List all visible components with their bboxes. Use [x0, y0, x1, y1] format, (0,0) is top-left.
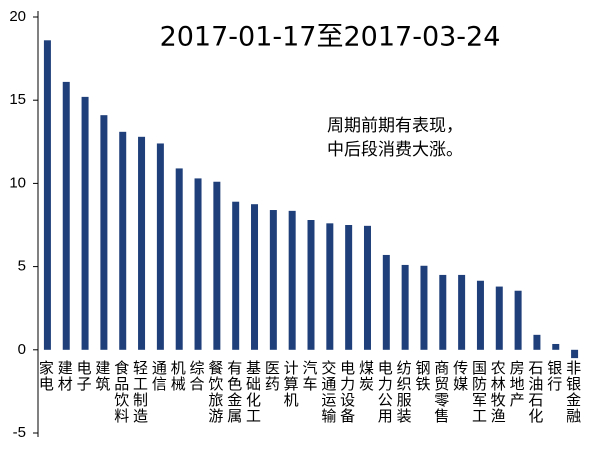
x-tick-label: 电力公用: [376, 360, 394, 424]
bar: [43, 40, 51, 350]
bar: [156, 143, 164, 350]
bar: [552, 343, 560, 350]
x-tick-label: 建筑: [93, 360, 111, 392]
x-tick-label: 建材: [56, 360, 74, 392]
bar: [232, 201, 240, 350]
x-tick-label: 农林牧渔: [489, 360, 507, 424]
bar: [138, 136, 146, 350]
y-tick-label: 0: [18, 341, 26, 358]
y-tick-label: 20: [9, 8, 26, 25]
x-tick-label: 基础化工: [244, 360, 262, 424]
y-tick-label: 5: [18, 258, 26, 275]
x-tick-label: 国防军工: [470, 360, 488, 424]
bar: [514, 290, 522, 350]
x-tick-label: 电子: [75, 360, 93, 392]
bar: [533, 334, 541, 350]
x-tick-label: 商贸零售: [432, 360, 450, 424]
y-tick-label: 10: [9, 174, 26, 191]
bar: [194, 178, 202, 350]
bar: [288, 210, 296, 350]
bar: [382, 254, 390, 350]
x-tick-label: 综合: [188, 360, 206, 392]
annotation: 周期前期有表现，: [327, 116, 463, 136]
bar: [495, 286, 503, 350]
bar: [345, 225, 353, 350]
x-tick-label: 有色金属: [225, 360, 243, 424]
y-tick-label: -5: [13, 424, 26, 441]
bar: [81, 96, 89, 350]
bar: [269, 210, 277, 350]
bar: [476, 280, 484, 350]
x-tick-label: 电力设备: [338, 360, 356, 424]
bar: [439, 274, 447, 350]
bar: [401, 264, 409, 350]
x-tick-label: 通信: [150, 360, 168, 392]
x-tick-label: 汽车: [301, 360, 319, 392]
x-tick-label: 轻工制造: [131, 360, 149, 424]
bar: [251, 204, 259, 350]
bar: [420, 265, 428, 350]
x-tick-label: 计算机: [282, 360, 300, 408]
bar: [571, 349, 579, 359]
chart-title: 2017-01-17至2017-03-24: [160, 22, 501, 53]
annotation: 中后段消费大涨。: [327, 140, 463, 160]
x-tick-label: 煤炭: [357, 360, 375, 392]
x-tick-label: 餐饮旅游: [206, 360, 224, 424]
bar: [363, 225, 371, 350]
x-tick-label: 食品饮料: [112, 360, 130, 424]
x-tick-label: 传媒: [451, 360, 469, 392]
bar: [100, 115, 108, 350]
x-tick-label: 非银金融: [564, 360, 582, 424]
bar: [326, 223, 334, 350]
x-tick-label: 交通运输: [319, 359, 337, 424]
y-tick-label: 15: [9, 91, 26, 108]
bar: [458, 274, 466, 350]
x-tick-label: 医药: [263, 360, 281, 392]
bar: [119, 131, 127, 350]
bar: [307, 220, 315, 350]
x-tick-label: 家电: [37, 360, 55, 392]
x-tick-label: 纺织服装: [395, 360, 413, 424]
x-tick-label: 石油石化: [526, 360, 544, 424]
bar: [175, 168, 183, 350]
x-tick-label: 钢铁: [413, 360, 431, 392]
x-tick-label: 机械: [169, 360, 187, 392]
bar: [213, 181, 221, 350]
x-tick-label: 银行: [545, 360, 563, 392]
x-tick-label: 房地产: [508, 360, 526, 408]
bar: [62, 81, 70, 350]
